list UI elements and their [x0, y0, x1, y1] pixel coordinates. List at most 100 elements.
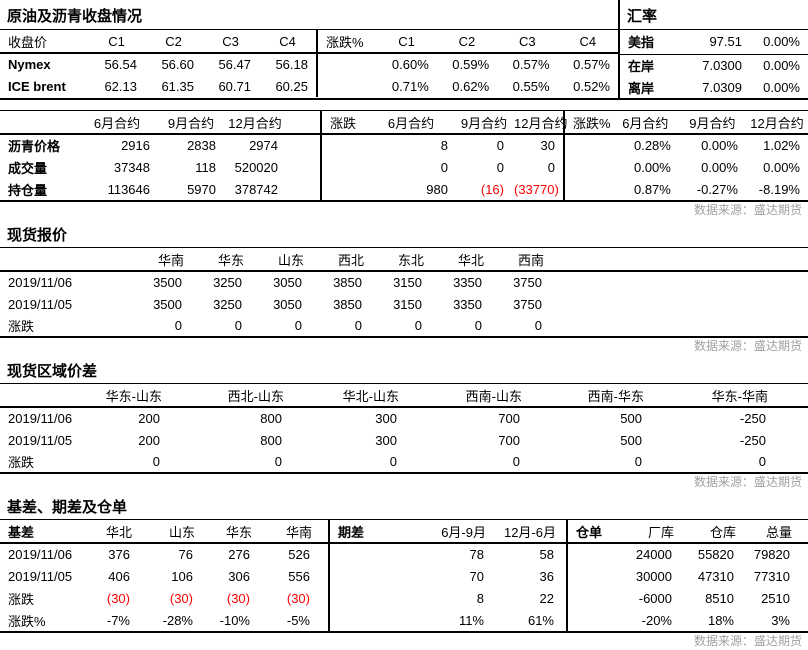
spacer-cell — [774, 451, 808, 473]
value-cell: 0 — [440, 159, 448, 175]
row-label: 持仓量 — [8, 182, 48, 198]
table-row: 成交量 37348 118 520020 — [0, 156, 320, 178]
spacer-cell — [568, 587, 610, 609]
column-header: 华东-山东 — [100, 384, 168, 408]
value-cell: 2510 — [761, 590, 790, 606]
futures-changepct-table-wrap: 涨跌% 6月合约 9月合约 12月合约 0.28% 0.00% 1.02% 0.… — [565, 111, 808, 200]
column-header: 华北 — [78, 520, 138, 544]
table-row: Nymex 56.54 56.60 56.47 56.18 — [0, 53, 316, 75]
table-corner-label: 仓单 — [568, 520, 610, 544]
row-label: 2019/11/05 — [8, 568, 73, 584]
value-cell: 47310 — [697, 568, 734, 584]
spacer-cell — [318, 53, 376, 75]
table-header-row: 收盘价 C1 C2 C3 C4 — [0, 30, 316, 54]
value-cell: 3750 — [513, 275, 542, 290]
spacer-cell — [286, 178, 320, 200]
column-header: C1 — [376, 30, 437, 54]
table-row: 0.60% 0.59% 0.57% 0.57% — [318, 53, 618, 75]
fx-row: 离岸 7.0309 0.00% — [620, 76, 808, 98]
value-cell: 5970 — [187, 181, 216, 197]
spacer-cell — [318, 75, 376, 97]
value-cell: 980 — [426, 181, 448, 197]
futures-metrics-table: 6月合约 9月合约 12月合约 沥青价格 2916 2838 2974 成交量 … — [0, 111, 320, 200]
value-cell: 113646 — [107, 181, 150, 197]
spacer-cell — [798, 587, 808, 609]
value-cell: -28% — [162, 612, 193, 628]
value-cell: 3150 — [393, 296, 422, 312]
table-corner-label: 期差 — [330, 520, 374, 544]
value-cell: 0.52% — [573, 78, 610, 94]
value-cell: 56.54 — [104, 57, 137, 72]
value-cell: 37348 — [113, 159, 150, 175]
value-cell: 106 — [171, 568, 193, 584]
value-cell: 0 — [389, 454, 397, 469]
regional-section: 现货区域价差 华东-山东 西北-山东 华北-山东 西南-山东 西南-华东 华东-… — [0, 357, 808, 474]
spacer-cell — [568, 565, 610, 587]
table-row: 2019/11/06 376 76 276 526 — [0, 543, 328, 565]
value-cell: 3250 — [213, 296, 242, 312]
futures-change-table: 涨跌 6月合约 9月合约 12月合约 8 0 30 0 0 0 980 (16) — [322, 111, 567, 200]
value-cell: 3150 — [393, 275, 422, 290]
value-cell: 500 — [620, 411, 642, 426]
closing-changepct-table-wrap: 涨跌% C1 C2 C3 C4 0.60% 0.59% 0.57% 0.57% — [318, 30, 618, 97]
value-cell: 55820 — [697, 547, 734, 562]
futures-metrics-table-wrap: 6月合约 9月合约 12月合约 沥青价格 2916 2838 2974 成交量 … — [0, 111, 322, 200]
value-cell: 200 — [138, 411, 160, 426]
table-row: 980 (16) (33770) — [322, 178, 563, 200]
value-cell: 0 — [474, 318, 482, 333]
value-cell: 200 — [138, 432, 160, 448]
table-corner-label: 收盘价 — [0, 30, 88, 54]
fx-row: 在岸 7.0300 0.00% — [620, 54, 808, 76]
spacer-cell — [322, 156, 366, 178]
value-cell: 3500 — [153, 296, 182, 312]
value-cell: 58 — [539, 547, 554, 562]
table-row: 涨跌 0 0 0 0 0 0 0 — [0, 315, 808, 337]
closing-changepct-table: 涨跌% C1 C2 C3 C4 0.60% 0.59% 0.57% 0.57% — [318, 30, 618, 97]
table-row: 70 36 — [330, 565, 566, 587]
table-header-row: 6月合约 9月合约 12月合约 — [0, 111, 320, 135]
table-header-row: 涨跌% C1 C2 C3 C4 — [318, 30, 618, 54]
value-cell: 3250 — [213, 275, 242, 290]
section-title-fx: 汇率 — [627, 7, 658, 25]
row-label: 沥青价格 — [8, 139, 61, 154]
value-cell: 18% — [707, 612, 734, 628]
column-header: 12月合约 — [745, 111, 808, 135]
spacer-cell — [568, 543, 610, 565]
section-title-closing: 原油及沥青收盘情况 — [7, 7, 143, 25]
row-label: 成交量 — [8, 160, 48, 176]
table-row: -6000 8510 2510 — [568, 587, 808, 609]
value-cell: 0.71% — [391, 78, 429, 94]
table-row: 2019/11/05 3500 3250 3050 3850 3150 3350… — [0, 293, 808, 315]
value-cell: 0.00% — [763, 159, 800, 175]
spacer-cell — [286, 156, 320, 178]
column-header: C2 — [436, 30, 498, 54]
column-header: 9月合约 — [678, 111, 746, 135]
value-cell: 3850 — [333, 296, 362, 312]
row-label: 2019/11/05 — [8, 296, 73, 312]
value-cell: 0 — [274, 454, 282, 469]
column-header: 总量 — [742, 520, 798, 544]
column-header: 华东 — [190, 248, 250, 272]
column-header: 6月合约 — [611, 111, 679, 135]
column-header: 西南-山东 — [405, 384, 528, 408]
futures-section: 6月合约 9月合约 12月合约 沥青价格 2916 2838 2974 成交量 … — [0, 110, 808, 202]
spacer-cell — [330, 543, 374, 565]
row-label: 2019/11/06 — [8, 275, 73, 290]
value-cell: 0 — [512, 454, 520, 469]
row-label: 涨跌 — [8, 455, 35, 470]
value-cell: 0.00% — [763, 79, 800, 95]
row-label: 2019/11/06 — [8, 547, 73, 562]
table-row: 涨跌% -7% -28% -10% -5% — [0, 609, 328, 631]
value-cell: 300 — [375, 411, 397, 426]
value-cell: 3350 — [453, 296, 482, 312]
section-title-regional: 现货区域价差 — [0, 357, 808, 384]
value-cell: 79820 — [753, 547, 790, 562]
basis-table-wrap: 基差 华北 山东 华东 华南 2019/11/06 376 76 276 526… — [0, 520, 330, 631]
value-cell: -0.27% — [696, 181, 738, 197]
value-cell: 30000 — [635, 568, 672, 584]
value-cell: 0 — [354, 318, 362, 333]
table-row: 11% 61% — [330, 609, 566, 631]
spacer-cell — [565, 156, 612, 178]
value-cell: 97.51 — [670, 30, 750, 55]
spacer-cell — [562, 609, 566, 631]
